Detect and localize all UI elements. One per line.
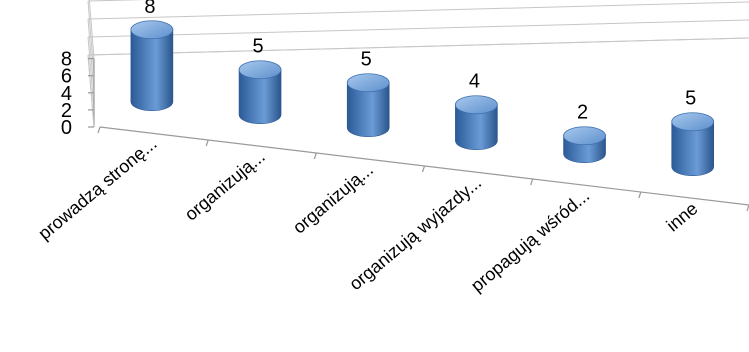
y-tick-label: 8 xyxy=(61,49,72,71)
floor-left-edge xyxy=(87,54,95,128)
data-label: 5 xyxy=(685,88,696,110)
bar-top xyxy=(346,73,390,93)
category-label: organizują... xyxy=(181,146,269,224)
gridline-side xyxy=(87,36,95,110)
category-label: organizują... xyxy=(289,159,377,237)
bar-body xyxy=(346,82,390,138)
bars xyxy=(130,20,715,177)
data-labels: 8 5 5 4 2 5 xyxy=(144,0,696,124)
bar xyxy=(454,95,498,151)
bar-body xyxy=(238,69,282,125)
bar-top xyxy=(454,95,498,115)
bar-top xyxy=(563,126,606,146)
y-tick-label: 0 xyxy=(61,117,72,139)
x-tick-mark xyxy=(205,139,209,147)
data-label: 2 xyxy=(577,102,588,124)
gridline-side xyxy=(88,0,95,59)
floor-back-edge xyxy=(87,37,749,56)
bar xyxy=(346,73,390,138)
x-tick-mark xyxy=(97,126,101,134)
x-tick-mark xyxy=(638,191,642,199)
data-label: 5 xyxy=(361,49,372,71)
x-tick-mark xyxy=(421,165,426,173)
gridline-side xyxy=(87,0,95,76)
y-tick-label: 6 xyxy=(61,66,72,88)
bar-body xyxy=(130,29,174,112)
category-label: organizują wyjazdy... xyxy=(345,172,485,294)
bar-top xyxy=(238,60,282,80)
axes xyxy=(87,37,749,212)
category-label: propagują wśród... xyxy=(467,185,593,296)
bar-top xyxy=(671,112,715,132)
data-label: 4 xyxy=(469,71,480,93)
category-label: inne xyxy=(663,198,702,235)
gridline-back xyxy=(87,1,749,20)
y-tick-label: 4 xyxy=(61,83,72,105)
bar xyxy=(238,60,282,125)
bar xyxy=(671,112,715,177)
gridlines xyxy=(87,0,749,128)
bar-body xyxy=(671,121,715,177)
bar xyxy=(563,126,606,164)
x-tick-mark xyxy=(530,178,534,186)
y-tick-label: 2 xyxy=(61,100,72,122)
data-label: 8 xyxy=(144,0,155,18)
x-tick-mark xyxy=(313,152,317,160)
gridline-side xyxy=(87,18,95,93)
gridline-back xyxy=(87,19,749,38)
bar-top xyxy=(130,20,174,40)
data-label: 5 xyxy=(252,36,263,58)
category-label: prowadzą stronę... xyxy=(34,133,160,244)
bar-body xyxy=(455,104,498,151)
gridline-back xyxy=(87,0,147,2)
bar xyxy=(130,20,174,112)
